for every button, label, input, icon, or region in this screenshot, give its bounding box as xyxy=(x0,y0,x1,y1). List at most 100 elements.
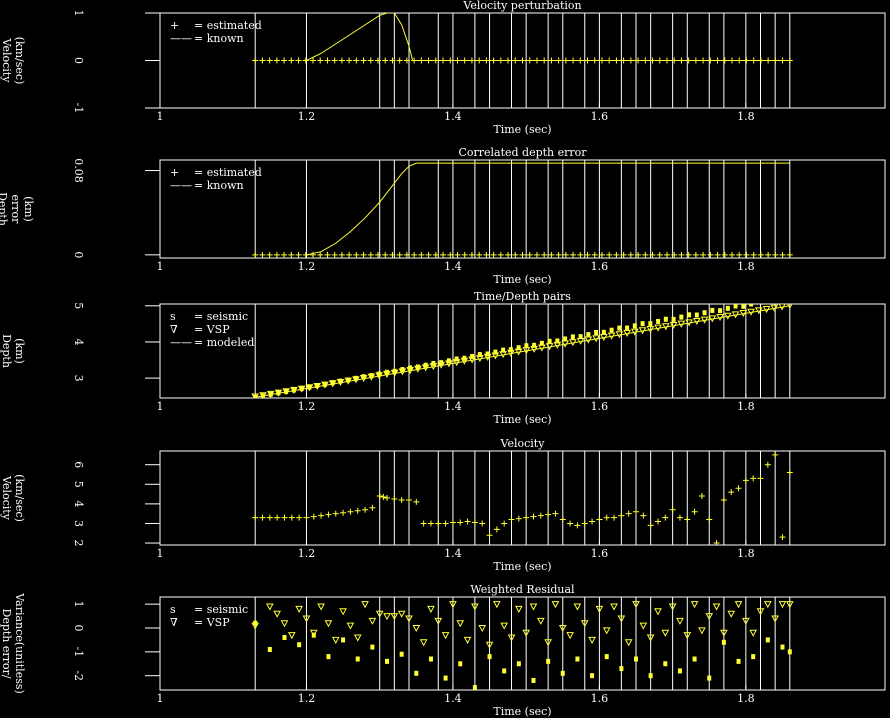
panel-title: Correlated depth error xyxy=(458,146,587,159)
seismic-marker xyxy=(594,329,599,335)
seismic-marker xyxy=(601,329,606,335)
seismic-marker xyxy=(625,325,630,331)
plus-marker xyxy=(635,57,642,64)
plus-marker xyxy=(642,57,649,64)
vsp-marker xyxy=(698,627,706,635)
x-tick-label: 1.2 xyxy=(298,692,316,705)
vsp-marker xyxy=(595,605,604,613)
plus-marker xyxy=(338,57,345,64)
vsp-marker xyxy=(544,639,552,647)
seismic-marker xyxy=(619,666,624,672)
plus-marker xyxy=(743,57,750,64)
vsp-marker xyxy=(747,308,755,316)
plus-marker xyxy=(591,57,598,64)
vsp-marker xyxy=(624,639,633,647)
plus-marker xyxy=(338,251,345,258)
legend-symbol: ∇ xyxy=(170,616,178,629)
x-tick-label: 1 xyxy=(157,400,164,413)
plus-marker xyxy=(317,57,324,64)
seismic-marker xyxy=(253,620,258,626)
seismic-marker xyxy=(260,393,265,398)
panel-4: Velocity 1 1.2 1.4 1.6 1.8 Time (sec) 6 5 4 3 2 Velo… xyxy=(0,437,886,573)
seismic-marker xyxy=(326,654,331,660)
vsp-marker xyxy=(390,613,399,621)
y-axis-label: error xyxy=(9,195,22,225)
vsp-marker xyxy=(654,608,662,616)
plus-marker xyxy=(671,251,678,258)
seismic-marker xyxy=(788,295,792,300)
legend-symbol: + xyxy=(170,19,179,32)
vsp-marker xyxy=(471,603,479,611)
seismic-marker xyxy=(307,384,312,390)
vsp-marker xyxy=(610,603,618,611)
plus-marker xyxy=(476,251,483,258)
x-tick-label: 1.4 xyxy=(444,400,462,413)
vsp-marker xyxy=(536,617,545,625)
plus-marker xyxy=(691,508,698,515)
legend-label: = known xyxy=(194,32,244,45)
plus-marker xyxy=(519,251,526,258)
seismic-marker xyxy=(361,374,366,380)
legend-symbol: —— xyxy=(170,32,192,45)
plus-marker xyxy=(266,251,273,258)
y-axis-label: (km/sec) xyxy=(13,37,26,85)
seismic-marker xyxy=(575,656,580,662)
plus-marker xyxy=(449,519,456,526)
plus-marker xyxy=(584,57,591,64)
seismic-marker xyxy=(725,305,730,311)
plus-marker xyxy=(772,251,779,258)
y-tick-label: 0 xyxy=(72,251,85,258)
plus-marker xyxy=(425,251,432,258)
data-layer xyxy=(252,13,793,64)
vsp-marker xyxy=(638,327,647,335)
plus-marker xyxy=(598,57,605,64)
plus-marker xyxy=(721,251,728,258)
vsp-marker xyxy=(280,620,289,628)
y-tick-label: 4 xyxy=(72,500,85,507)
plus-marker xyxy=(559,516,566,523)
plus-marker xyxy=(555,57,562,64)
panel-3: Time/Depth pairs 1 1.2 1.4 1.6 1.8 Time (sec) 5… xyxy=(0,290,886,426)
plus-marker xyxy=(468,57,475,64)
plus-marker xyxy=(526,57,533,64)
y-tick-label: -2 xyxy=(72,670,85,681)
vsp-marker xyxy=(346,622,355,630)
vsp-marker xyxy=(720,629,728,637)
plus-marker xyxy=(273,251,280,258)
seismic-marker xyxy=(458,661,463,667)
plus-marker xyxy=(764,461,771,468)
plus-marker xyxy=(750,475,757,482)
plus-marker xyxy=(447,251,454,258)
plus-marker xyxy=(382,57,389,64)
plus-marker xyxy=(471,519,478,526)
y-tick-label: 0 xyxy=(72,625,85,632)
plus-marker xyxy=(266,57,273,64)
x-tick-label: 1.4 xyxy=(444,547,462,560)
seismic-marker xyxy=(687,312,692,318)
vsp-marker xyxy=(705,613,714,621)
seismic-marker xyxy=(694,312,699,318)
seismic-marker xyxy=(555,338,560,344)
seismic-marker xyxy=(733,304,738,309)
plus-marker xyxy=(461,251,468,258)
vsp-marker xyxy=(434,617,443,625)
plus-marker xyxy=(318,512,325,519)
plus-marker xyxy=(486,532,493,539)
plus-marker xyxy=(411,251,418,258)
seismic-marker xyxy=(656,318,661,324)
plus-marker xyxy=(707,251,714,258)
plus-marker xyxy=(729,57,736,64)
plus-marker xyxy=(613,251,620,258)
legend-label: = estimated xyxy=(194,166,262,179)
vsp-marker xyxy=(456,620,465,628)
plus-marker xyxy=(577,57,584,64)
vsp-marker xyxy=(463,636,472,644)
plus-marker xyxy=(389,251,396,258)
seismic-marker xyxy=(677,668,682,674)
y-tick-label: 4 xyxy=(72,338,85,345)
plus-marker xyxy=(613,57,620,64)
plot-frame xyxy=(159,159,886,259)
plus-marker xyxy=(375,251,382,258)
seismic-marker xyxy=(377,371,382,377)
seismic-marker xyxy=(369,373,374,379)
